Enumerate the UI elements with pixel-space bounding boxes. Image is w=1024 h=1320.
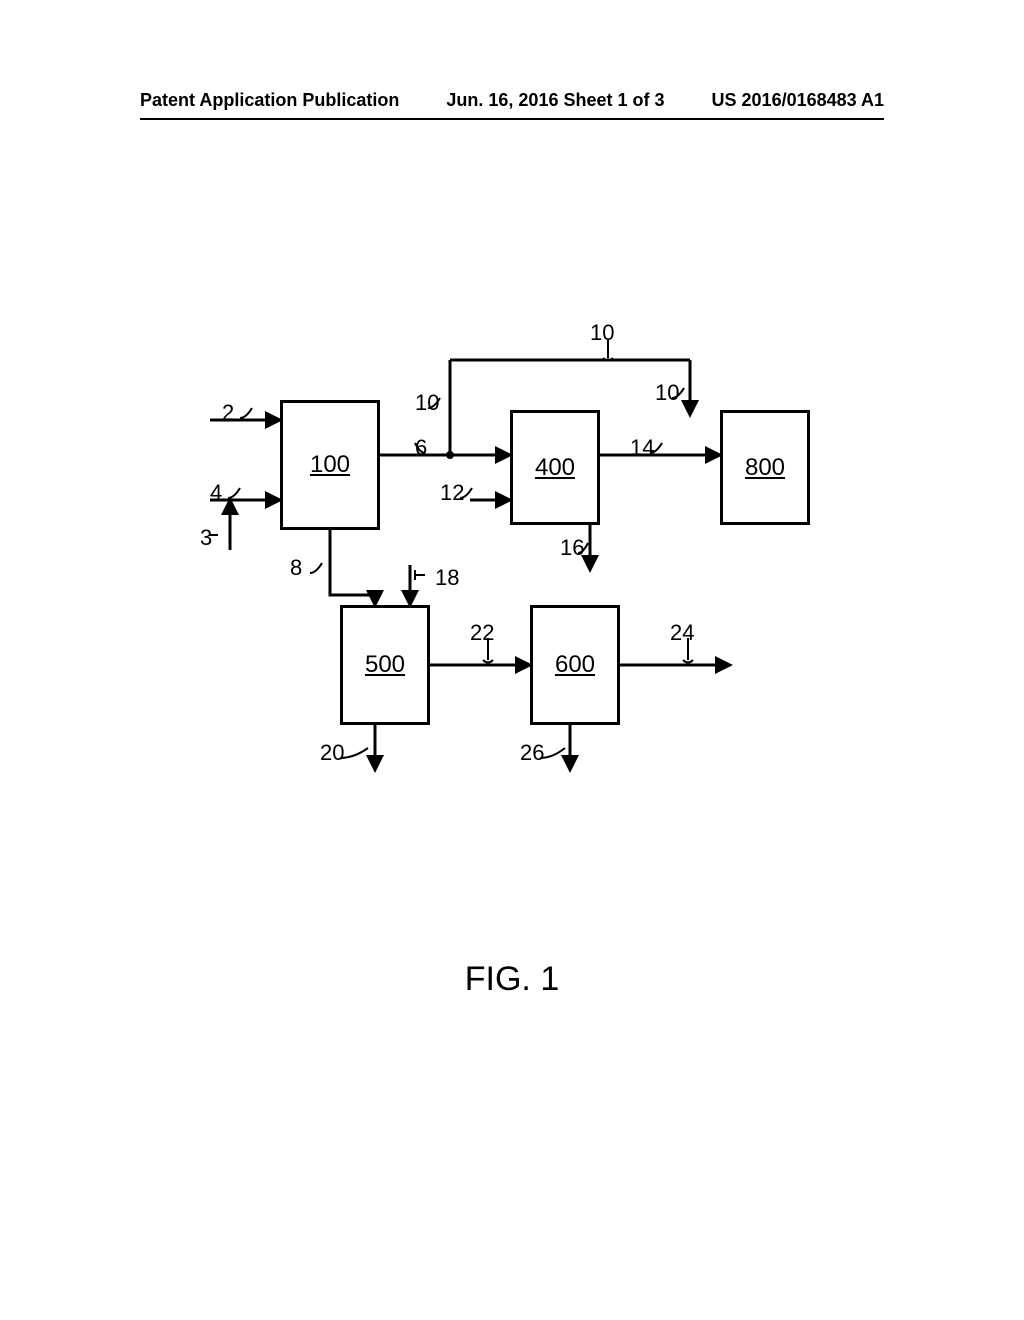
arrow-label-18: 18 [435,565,459,591]
header: Patent Application Publication Jun. 16, … [0,90,1024,111]
node-800: 800 [720,410,810,525]
arrow-label-20: 20 [320,740,344,766]
arrow-label-22: 22 [470,620,494,646]
header-rule [140,118,884,120]
arrow-label-6: 6 [415,435,427,461]
page: Patent Application Publication Jun. 16, … [0,0,1024,1320]
arrow-label-8: 8 [290,555,302,581]
arrow-label-14: 14 [630,435,654,461]
arrow-label-4: 4 [210,480,222,506]
arrow-label-12: 12 [440,480,464,506]
figure-1: 100400800500600 243612101010141681820222… [210,340,830,820]
arrow-label-10: 10 [415,390,439,416]
arrow-label-24: 24 [670,620,694,646]
figure-caption: FIG. 1 [0,960,1024,999]
arrow-label-10: 10 [655,380,679,406]
arrow-label-26: 26 [520,740,544,766]
header-center: Jun. 16, 2016 Sheet 1 of 3 [446,90,664,111]
header-right: US 2016/0168483 A1 [712,90,884,111]
arrow-label-2: 2 [222,400,234,426]
node-100: 100 [280,400,380,530]
header-left: Patent Application Publication [140,90,399,111]
node-600: 600 [530,605,620,725]
node-500: 500 [340,605,430,725]
node-400: 400 [510,410,600,525]
arrow-label-3: 3 [200,525,212,551]
arrow-label-16: 16 [560,535,584,561]
arrow-label-10: 10 [590,320,614,346]
